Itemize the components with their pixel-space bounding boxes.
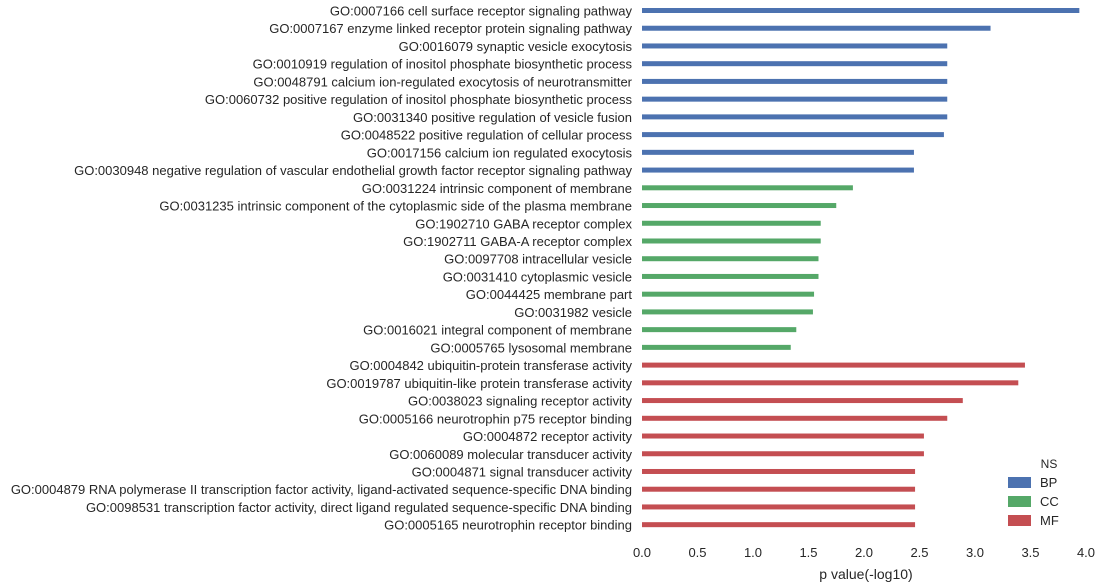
bar-8 bbox=[642, 132, 944, 138]
bar-24 bbox=[642, 415, 948, 421]
bar-15 bbox=[642, 256, 819, 262]
category-label-11: GO:0031224 intrinsic component of membra… bbox=[362, 181, 632, 196]
legend-label-bp: BP bbox=[1040, 475, 1057, 490]
legend-label-cc: CC bbox=[1040, 494, 1059, 509]
bar-5 bbox=[642, 78, 948, 84]
category-label-20: GO:0005765 lysosomal membrane bbox=[430, 340, 632, 355]
bar-12 bbox=[642, 203, 837, 209]
x-tick-labels: 0.0 0.5 1.0 1.5 2.0 2.5 3.0 3.5 4.0 bbox=[633, 545, 1095, 560]
category-label-13: GO:1902710 GABA receptor complex bbox=[415, 216, 632, 231]
bar-13 bbox=[642, 220, 821, 226]
category-label-22: GO:0019787 ubiquitin-like protein transf… bbox=[326, 376, 632, 391]
bars-layer bbox=[642, 8, 1080, 528]
category-labels: GO:0007166 cell surface receptor signali… bbox=[11, 4, 633, 533]
category-label-3: GO:0016079 synaptic vesicle exocytosis bbox=[399, 39, 633, 54]
bar-29 bbox=[642, 504, 916, 510]
category-label-2: GO:0007167 enzyme linked receptor protei… bbox=[269, 21, 632, 36]
bar-22 bbox=[642, 380, 1019, 386]
category-label-15: GO:0097708 intracellular vesicle bbox=[444, 252, 632, 267]
legend-items: BP CC MF bbox=[1008, 475, 1059, 528]
bar-27 bbox=[642, 468, 916, 474]
x-tick-label-8: 3.5 bbox=[1021, 545, 1039, 560]
category-label-26: GO:0060089 molecular transducer activity bbox=[389, 447, 632, 462]
bar-25 bbox=[642, 433, 924, 439]
bar-9 bbox=[642, 149, 914, 155]
x-tick-label-9: 4.0 bbox=[1077, 545, 1095, 560]
category-label-4: GO:0010919 regulation of inositol phosph… bbox=[253, 57, 633, 72]
bar-2 bbox=[642, 25, 991, 31]
x-axis-title: p value(-log10) bbox=[819, 566, 912, 582]
x-tick-label-3: 1.0 bbox=[744, 545, 762, 560]
legend: NS BP CC MF bbox=[1008, 457, 1059, 528]
bar-11 bbox=[642, 185, 853, 191]
category-label-10: GO:0030948 negative regulation of vascul… bbox=[74, 163, 632, 178]
category-label-23: GO:0038023 signaling receptor activity bbox=[408, 394, 633, 409]
bar-14 bbox=[642, 238, 821, 244]
category-label-29: GO:0098531 transcription factor activity… bbox=[86, 500, 632, 515]
category-label-19: GO:0016021 integral component of membran… bbox=[363, 323, 632, 338]
bar-6 bbox=[642, 96, 948, 102]
category-label-21: GO:0004842 ubiquitin-protein transferase… bbox=[349, 358, 632, 373]
category-label-18: GO:0031982 vesicle bbox=[514, 305, 632, 320]
bar-21 bbox=[642, 362, 1025, 368]
x-tick-label-7: 3.0 bbox=[966, 545, 984, 560]
category-label-27: GO:0004871 signal transducer activity bbox=[412, 464, 633, 479]
legend-swatch-bp bbox=[1008, 477, 1031, 488]
bar-19 bbox=[642, 327, 797, 333]
category-label-6: GO:0060732 positive regulation of inosit… bbox=[205, 92, 633, 107]
x-tick-label-1: 0.0 bbox=[633, 545, 651, 560]
bar-10 bbox=[642, 167, 914, 173]
category-label-7: GO:0031340 positive regulation of vesicl… bbox=[353, 110, 632, 125]
category-label-25: GO:0004872 receptor activity bbox=[463, 429, 633, 444]
bar-1 bbox=[642, 8, 1080, 13]
category-label-14: GO:1902711 GABA-A receptor complex bbox=[403, 234, 632, 249]
bar-16 bbox=[642, 273, 819, 279]
category-label-8: GO:0048522 positive regulation of cellul… bbox=[341, 128, 633, 143]
category-label-28: GO:0004879 RNA polymerase II transcripti… bbox=[11, 482, 632, 497]
legend-swatch-cc bbox=[1008, 496, 1031, 507]
category-label-9: GO:0017156 calcium ion regulated exocyto… bbox=[367, 145, 633, 160]
bar-17 bbox=[642, 291, 815, 297]
category-label-24: GO:0005166 neurotrophin p75 receptor bin… bbox=[359, 411, 632, 426]
bar-7 bbox=[642, 114, 948, 120]
x-tick-label-2: 0.5 bbox=[688, 545, 706, 560]
category-label-1: GO:0007166 cell surface receptor signali… bbox=[330, 4, 633, 19]
bar-18 bbox=[642, 309, 813, 315]
legend-label-mf: MF bbox=[1040, 513, 1059, 528]
bar-20 bbox=[642, 344, 791, 350]
bar-3 bbox=[642, 43, 948, 49]
category-label-12: GO:0031235 intrinsic component of the cy… bbox=[159, 199, 632, 214]
x-tick-label-6: 2.5 bbox=[910, 545, 928, 560]
bar-23 bbox=[642, 398, 963, 404]
bar-30 bbox=[642, 522, 916, 528]
bar-28 bbox=[642, 486, 916, 492]
bar-4 bbox=[642, 61, 948, 67]
x-tick-label-5: 2.0 bbox=[855, 545, 873, 560]
bar-26 bbox=[642, 451, 924, 457]
legend-title: NS bbox=[1041, 457, 1058, 471]
category-label-17: GO:0044425 membrane part bbox=[466, 287, 633, 302]
category-label-5: GO:0048791 calcium ion-regulated exocyto… bbox=[253, 74, 632, 89]
category-label-30: GO:0005165 neurotrophin receptor binding bbox=[384, 518, 632, 533]
legend-swatch-mf bbox=[1008, 515, 1031, 526]
category-label-16: GO:0031410 cytoplasmic vesicle bbox=[443, 269, 632, 284]
x-tick-label-4: 1.5 bbox=[799, 545, 817, 560]
